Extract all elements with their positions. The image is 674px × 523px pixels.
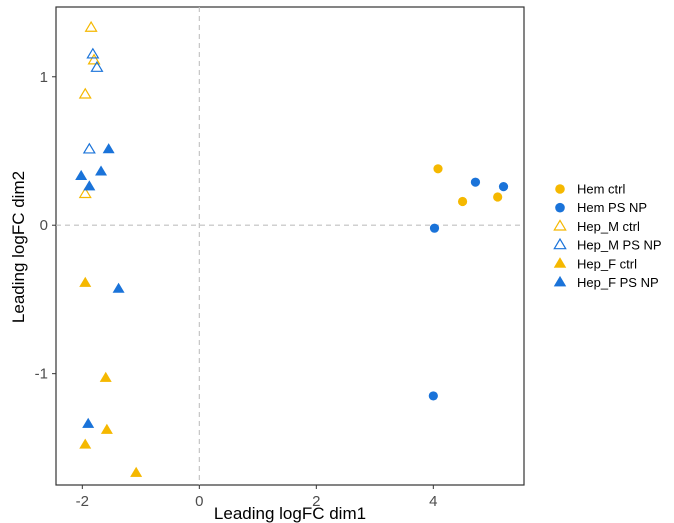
legend-key	[553, 219, 567, 231]
data-point	[79, 276, 92, 287]
legend-key	[555, 184, 565, 194]
legend-label: Hep_M ctrl	[577, 219, 640, 234]
data-point	[100, 423, 113, 434]
data-point	[87, 53, 101, 65]
data-point	[429, 223, 440, 233]
y-axis-title: Leading logFC dim2	[9, 171, 28, 323]
data-point	[470, 177, 481, 187]
data-point	[79, 438, 92, 449]
legend-key	[555, 202, 565, 213]
legend: Hem ctrl Hem PS NP Hep_M ctrl Hep_M PS NP He…	[553, 182, 662, 290]
legend-label: Hem ctrl	[577, 182, 626, 197]
x-axis-title: Leading logFC dim1	[214, 504, 366, 523]
data-point	[433, 164, 443, 174]
legend-label: Hep_M PS NP	[577, 238, 662, 253]
data-point	[82, 417, 95, 428]
legend-label: Hep_F PS NP	[577, 275, 659, 290]
y-tick-label: -1	[35, 366, 48, 383]
legend-label: Hem PS NP	[577, 200, 647, 215]
x-tick-label: 2	[312, 493, 320, 510]
legend-key	[553, 237, 567, 250]
y-tick-label: 0	[40, 217, 48, 234]
x-axis-ticks: -2 0 2 4	[76, 485, 437, 510]
data-point	[78, 187, 92, 199]
data-point	[75, 169, 88, 180]
data-point	[90, 60, 104, 72]
y-axis-ticks: -1 0 1	[35, 69, 56, 383]
data-point	[102, 143, 115, 154]
data-point	[498, 182, 509, 192]
data-point	[112, 282, 125, 293]
legend-key	[553, 257, 567, 268]
data-point	[82, 142, 96, 154]
y-tick-label: 1	[40, 69, 48, 86]
data-point	[78, 87, 92, 99]
data-point	[457, 196, 468, 207]
x-tick-label: -2	[76, 493, 89, 510]
data-point	[95, 165, 108, 176]
data-points	[75, 20, 509, 477]
data-point	[130, 466, 143, 477]
legend-label: Hep_F ctrl	[577, 256, 637, 271]
x-tick-label: 4	[429, 493, 437, 510]
x-tick-label: 0	[195, 493, 203, 510]
data-point	[83, 180, 96, 191]
legend-key	[553, 275, 567, 287]
plot-panel	[55, 6, 525, 486]
data-point	[428, 391, 438, 401]
data-point	[493, 192, 503, 202]
data-point	[99, 371, 112, 382]
data-point	[84, 20, 98, 32]
data-point	[86, 47, 100, 59]
